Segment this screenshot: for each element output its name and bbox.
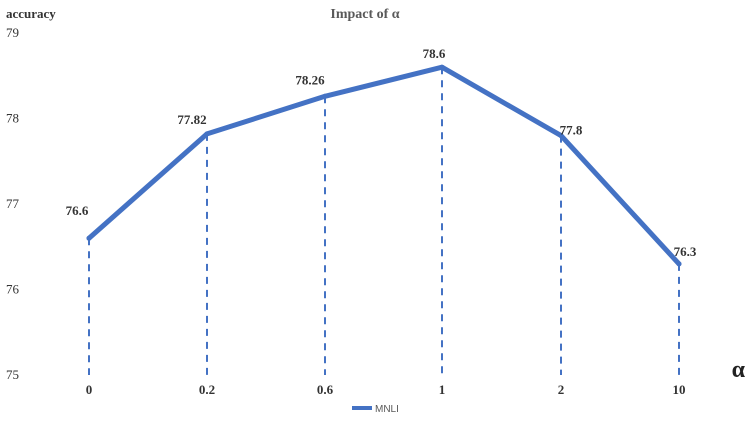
drop-lines [88, 67, 680, 375]
y-tick-label-3: 78 [6, 111, 19, 126]
y-axis-label: accuracy [6, 6, 56, 21]
y-tick-label-2: 77 [6, 196, 20, 211]
x-tick-label-1: 0.2 [199, 382, 215, 397]
x-tick-label-5: 10 [673, 382, 686, 397]
data-point-2 [322, 93, 328, 99]
data-point-3 [439, 64, 445, 70]
x-tick-label-4: 2 [558, 382, 565, 397]
data-point-4 [558, 133, 564, 139]
data-point-1 [204, 131, 210, 137]
data-label-3: 78.6 [423, 46, 446, 61]
data-labels: 76.6 77.82 78.26 78.6 77.8 76.3 [66, 46, 697, 259]
x-tick-label-2: 0.6 [317, 382, 334, 397]
x-axis-label: α [732, 357, 746, 383]
y-axis-ticks: 75 76 77 78 79 [6, 25, 20, 382]
data-label-1: 77.82 [177, 112, 206, 127]
data-point-0 [86, 235, 92, 241]
legend: MNLI [352, 404, 399, 415]
data-label-5: 76.3 [674, 244, 697, 259]
chart-title: Impact of α [330, 7, 399, 22]
data-label-4: 77.8 [560, 123, 583, 138]
x-tick-label-0: 0 [86, 382, 93, 397]
data-label-0: 76.6 [66, 203, 89, 218]
x-tick-label-3: 1 [439, 382, 446, 397]
series-line-mnli [86, 64, 682, 267]
x-axis-ticks: 0 0.2 0.6 1 2 10 [86, 382, 686, 397]
data-point-5 [676, 261, 682, 267]
y-tick-label-1: 76 [6, 282, 20, 297]
series-layer [86, 64, 682, 267]
legend-label-mnli: MNLI [375, 404, 399, 415]
data-label-2: 78.26 [295, 72, 325, 87]
y-tick-label-4: 79 [6, 25, 19, 40]
y-tick-label-0: 75 [6, 367, 19, 382]
